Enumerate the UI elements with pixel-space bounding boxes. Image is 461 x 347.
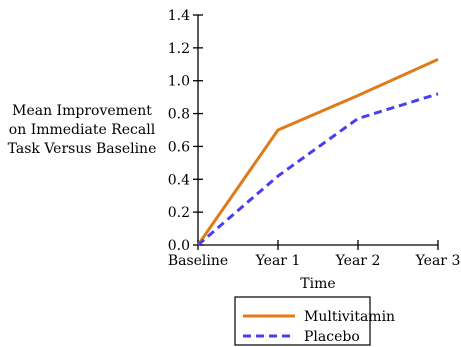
y-tick-label: 0.6 [168, 139, 190, 155]
y-tick-label: 1.0 [168, 74, 190, 90]
x-axis-ticks: Baseline Year 1 Year 2 Year 3 [168, 240, 461, 269]
axes [197, 15, 438, 246]
y-axis-title: Mean Improvement on Immediate Recall Tas… [8, 103, 157, 157]
y-tick-label: 0.0 [168, 238, 190, 254]
y-tick-label: 1.2 [168, 41, 190, 57]
series-line-multivitamin [196, 57, 439, 246]
y-tick-label: 0.4 [168, 172, 190, 188]
y-axis-ticks: 0.0 0.2 0.4 0.6 0.8 1.0 1.2 1.4 [168, 8, 203, 254]
x-tick-label: Year 2 [335, 253, 381, 269]
legend-label-placebo: Placebo [304, 329, 360, 345]
y-tick-label: 1.4 [168, 8, 190, 24]
y-axis-title-line-1: Mean Improvement [12, 103, 152, 119]
x-tick-label: Baseline [168, 253, 228, 269]
x-axis-title: Time [300, 276, 335, 292]
x-tick-label: Year 3 [415, 253, 461, 269]
y-tick-label: 0.8 [168, 107, 190, 123]
y-axis-title-line-2: on Immediate Recall [9, 122, 156, 138]
series-lines [196, 57, 439, 247]
y-axis-title-line-3: Task Versus Baseline [8, 141, 157, 157]
series-line-placebo [197, 92, 439, 247]
legend-label-multivitamin: Multivitamin [304, 309, 395, 325]
y-tick-label: 0.2 [168, 205, 190, 221]
legend: Multivitamin Placebo [234, 296, 395, 346]
x-tick-label: Year 1 [255, 253, 301, 269]
